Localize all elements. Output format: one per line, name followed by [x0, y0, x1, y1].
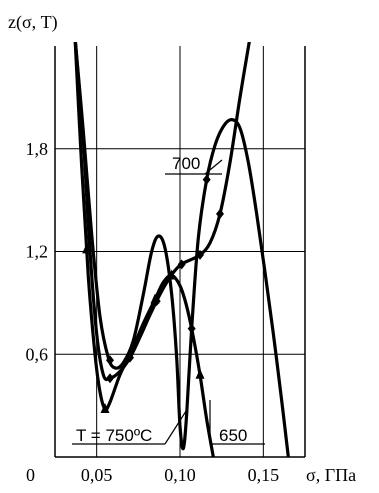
series-line [73, 42, 290, 457]
annotation-750-pointer [164, 407, 189, 445]
series-group [73, 42, 290, 457]
series-marker [202, 174, 211, 185]
y-axis-label: z(σ, T) [8, 12, 58, 33]
series-marker [177, 259, 186, 270]
series-marker [150, 293, 160, 304]
series-marker [167, 269, 177, 280]
annotation-700-label: 700 [172, 154, 200, 173]
annotation-750: T = 750ºC [72, 407, 189, 445]
series-marker [106, 355, 114, 366]
series-marker [100, 403, 110, 414]
series-marker [196, 249, 204, 260]
series-line [73, 42, 251, 382]
annotation-700-pointer [204, 159, 223, 175]
series-marker [82, 243, 92, 254]
series-marker [106, 373, 114, 384]
x-tick-label: 0,10 [164, 465, 196, 485]
annotation-700: 700 [165, 154, 223, 175]
annotation-650: 650 [209, 400, 265, 445]
x-axis-label: σ, ГПа [306, 465, 356, 485]
x-origin-label: 0 [26, 465, 35, 485]
series-marker [195, 368, 205, 379]
series-marker [216, 208, 224, 219]
x-tick-label: 0,05 [81, 465, 113, 485]
annotation-750-label: T = 750ºC [76, 426, 152, 445]
y-tick-label: 1,2 [26, 242, 49, 262]
series-marker [187, 323, 196, 334]
x-tick-label: 0,15 [248, 465, 280, 485]
markers-group [82, 174, 224, 414]
y-tick-label: 0,6 [26, 344, 49, 364]
tick-labels: 0,05 0,10 0,15 0,6 1,2 1,8 [26, 139, 280, 485]
annotation-650-label: 650 [219, 426, 247, 445]
y-tick-label: 1,8 [26, 139, 49, 159]
series-marker [126, 352, 134, 363]
series-line [73, 42, 215, 457]
